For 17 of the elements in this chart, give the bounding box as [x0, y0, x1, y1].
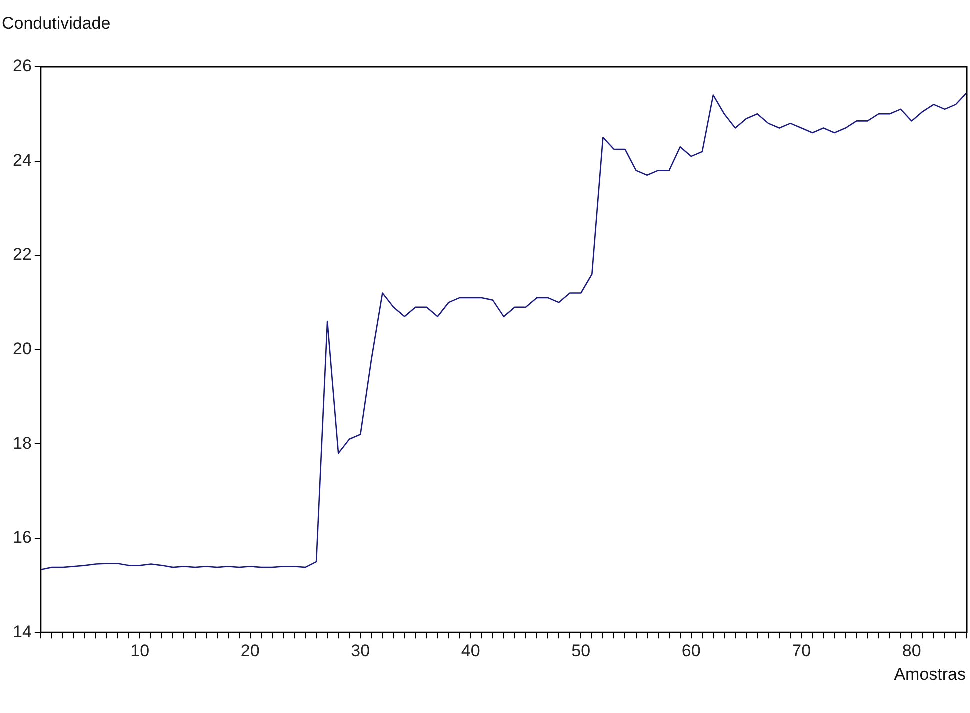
- y-tick-label: 22: [12, 245, 32, 264]
- y-tick-label: 18: [12, 434, 32, 453]
- x-axis-title: Amostras: [894, 665, 966, 685]
- y-tick-label: 16: [12, 528, 32, 548]
- y-tick-label: 24: [12, 150, 32, 170]
- y-tick-label: 26: [12, 56, 32, 76]
- x-tick-label: 80: [902, 641, 922, 660]
- y-tick-label: 14: [12, 622, 32, 642]
- x-tick-label: 10: [130, 641, 150, 660]
- x-tick-label: 20: [240, 641, 260, 660]
- x-tick-label: 60: [682, 641, 701, 660]
- y-tick-label: 20: [12, 339, 32, 358]
- x-tick-label: 50: [572, 641, 591, 660]
- x-tick-label: 40: [461, 641, 480, 660]
- y-axis-title: Condutividade: [2, 14, 111, 34]
- x-tick-label: 30: [351, 641, 370, 660]
- x-tick-label: 70: [792, 641, 812, 660]
